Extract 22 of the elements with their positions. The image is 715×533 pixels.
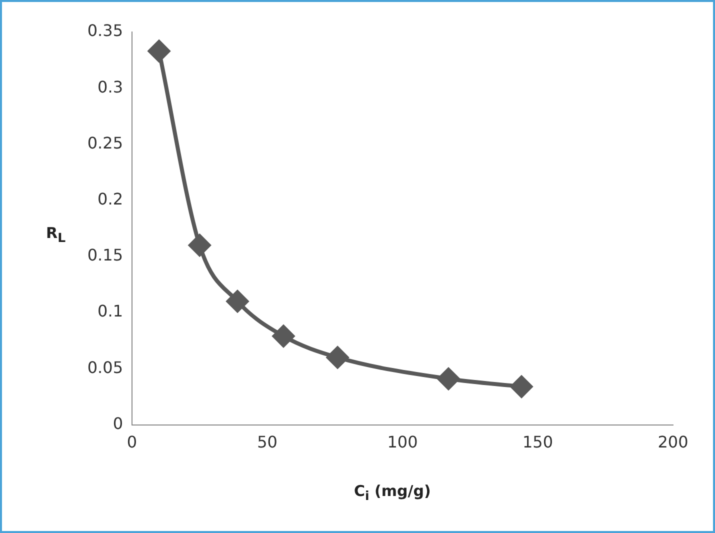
point <box>148 40 170 62</box>
point <box>272 325 294 348</box>
x-tick-label: 200 <box>658 432 688 452</box>
y-tick-label: 0.3 <box>98 77 123 96</box>
x-tick-label: 100 <box>387 432 418 452</box>
y-tick-label: 0 <box>112 414 123 433</box>
y-axis-title: R$_{L}$ <box>46 224 66 245</box>
x-tick-label: 0 <box>126 432 138 452</box>
x-axis-title: C$_{i}$ (mg/g) <box>354 482 431 503</box>
point <box>437 368 460 390</box>
y-tick-label: 0.15 <box>87 246 123 265</box>
point <box>326 346 349 368</box>
point <box>188 234 211 256</box>
y-tick-label: 0.25 <box>87 133 123 152</box>
x-tick-label: 150 <box>522 432 554 452</box>
y-tick-label: 0.2 <box>98 190 123 208</box>
y-tick-label: 0.35 <box>87 21 123 40</box>
point <box>226 290 248 312</box>
point <box>510 376 533 398</box>
y-tick-label: 0.05 <box>87 358 123 377</box>
y-tick-label: 0.1 <box>98 302 123 321</box>
x-tick-label: 50 <box>257 432 278 452</box>
